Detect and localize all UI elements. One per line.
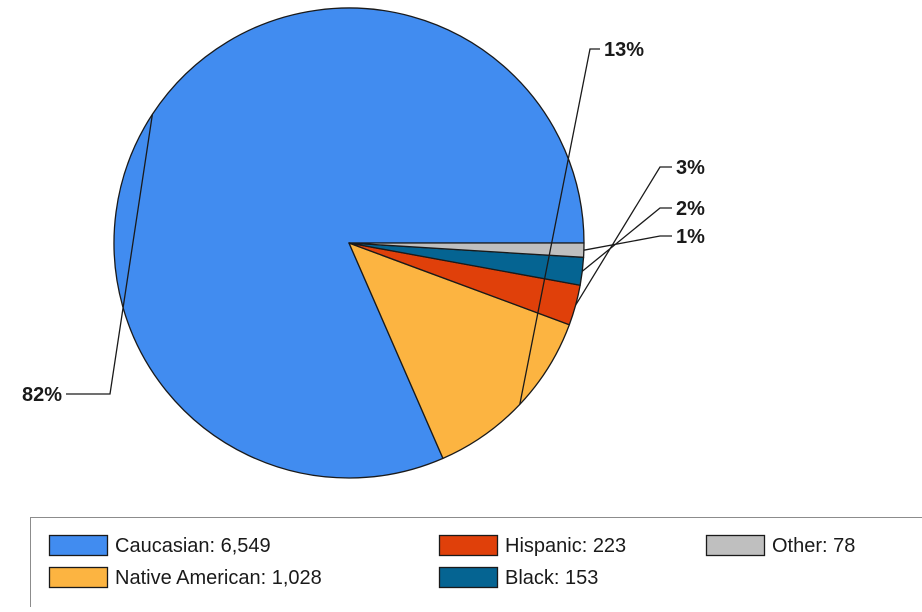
legend-label-black: Black: 153 — [505, 567, 598, 589]
legend-swatch-black — [440, 568, 498, 588]
legend-label-native-american: Native American: 1,028 — [115, 567, 322, 589]
percent-label-black: 2% — [676, 198, 705, 220]
percent-label-other: 1% — [676, 226, 705, 248]
legend-label-hispanic: Hispanic: 223 — [505, 535, 626, 557]
legend-swatch-caucasian — [50, 536, 108, 556]
legend: Caucasian: 6,549 Native American: 1,028 Hi… — [31, 518, 922, 608]
percent-label-native-american: 13% — [604, 39, 644, 61]
legend-swatch-hispanic — [440, 536, 498, 556]
legend-label-other: Other: 78 — [772, 535, 855, 557]
legend-box — [31, 518, 922, 608]
pie-slices — [114, 8, 584, 478]
percent-label-hispanic: 3% — [676, 157, 705, 179]
leader-line-other — [584, 236, 672, 250]
percent-label-caucasian: 82% — [22, 384, 62, 406]
legend-swatch-other — [707, 536, 765, 556]
leader-line-black — [582, 208, 672, 271]
legend-swatch-native-american — [50, 568, 108, 588]
legend-label-caucasian: Caucasian: 6,549 — [115, 535, 271, 557]
